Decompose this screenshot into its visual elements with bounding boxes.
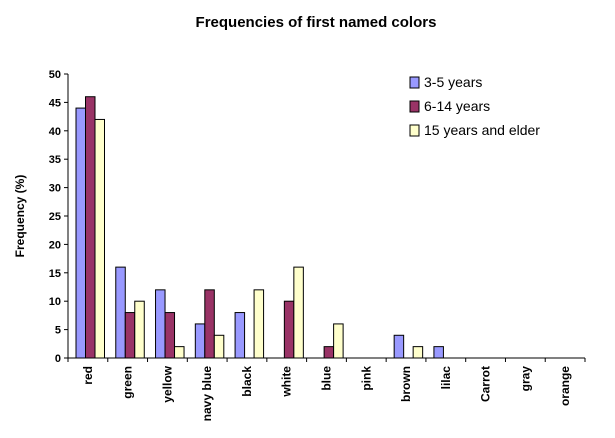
category-label: brown bbox=[399, 366, 413, 402]
y-tick-label: 0 bbox=[55, 353, 61, 365]
bar-red-series-2 bbox=[85, 96, 96, 359]
legend-label: 15 years and elder bbox=[424, 122, 540, 138]
bar-navy-blue-series-3 bbox=[213, 334, 225, 359]
y-tick-label: 30 bbox=[49, 183, 61, 195]
legend-label: 3-5 years bbox=[424, 74, 482, 90]
category-label: blue bbox=[320, 366, 334, 391]
category-label: green bbox=[121, 366, 135, 399]
bar-black-series-1 bbox=[234, 312, 246, 359]
category-label: orange bbox=[558, 366, 572, 406]
category-label: red bbox=[81, 366, 95, 385]
legend-swatch bbox=[409, 100, 420, 113]
bar-green-series-1 bbox=[115, 266, 126, 359]
y-axis-ticks: 0 5 10 15 20 25 30 35 40 45 50 bbox=[49, 69, 68, 365]
bar-red-series-1 bbox=[75, 107, 86, 359]
bar-red-series-3 bbox=[94, 118, 105, 359]
bar-yellow-series-1 bbox=[155, 289, 166, 359]
bar-white-series-2 bbox=[283, 300, 295, 359]
category-label: white bbox=[280, 366, 294, 398]
x-axis-ticks bbox=[67, 358, 586, 362]
category-label: gray bbox=[518, 366, 532, 392]
category-label: black bbox=[240, 366, 254, 397]
y-tick-label: 45 bbox=[49, 97, 61, 109]
category-label: pink bbox=[359, 366, 373, 391]
bar-blue-series-3 bbox=[333, 323, 344, 359]
category-label: navy blue bbox=[200, 366, 214, 422]
y-axis-label: Frequency (%) bbox=[13, 175, 27, 258]
bar-blue-series-2 bbox=[323, 346, 335, 359]
chart-title: Frequencies of first named colors bbox=[196, 14, 437, 31]
bar-navy-blue-series-1 bbox=[194, 323, 206, 359]
category-label: Carrot bbox=[479, 366, 493, 402]
y-tick-label: 50 bbox=[49, 69, 61, 81]
bar-green-series-3 bbox=[134, 300, 145, 359]
legend-swatch bbox=[409, 124, 420, 137]
legend-swatch bbox=[409, 76, 420, 89]
y-tick-label: 40 bbox=[49, 126, 61, 138]
legend: 3-5 years 6-14 years 15 years and elder bbox=[409, 74, 540, 138]
bar-navy-blue-series-2 bbox=[204, 289, 215, 359]
bar-black-series-3 bbox=[253, 289, 265, 359]
y-tick-label: 20 bbox=[49, 239, 61, 251]
y-tick-label: 10 bbox=[49, 296, 61, 308]
y-tick-label: 15 bbox=[49, 268, 61, 280]
bars bbox=[75, 96, 444, 359]
y-tick-label: 5 bbox=[55, 325, 61, 337]
category-label: yellow bbox=[160, 365, 174, 402]
bar-yellow-series-2 bbox=[164, 312, 176, 359]
category-labels: red green yellow navy blue black white blue pin… bbox=[81, 365, 572, 421]
legend-label: 6-14 years bbox=[424, 98, 490, 114]
category-label: lilac bbox=[439, 366, 453, 390]
y-tick-label: 25 bbox=[49, 211, 61, 223]
bar-yellow-series-3 bbox=[174, 346, 185, 359]
y-tick-label: 35 bbox=[49, 154, 61, 166]
bar-lilac-series-1 bbox=[433, 346, 444, 359]
bar-white-series-3 bbox=[293, 266, 304, 359]
bar-brown-series-3 bbox=[412, 346, 424, 359]
bar-brown-series-1 bbox=[393, 334, 405, 359]
bar-green-series-2 bbox=[124, 312, 136, 359]
